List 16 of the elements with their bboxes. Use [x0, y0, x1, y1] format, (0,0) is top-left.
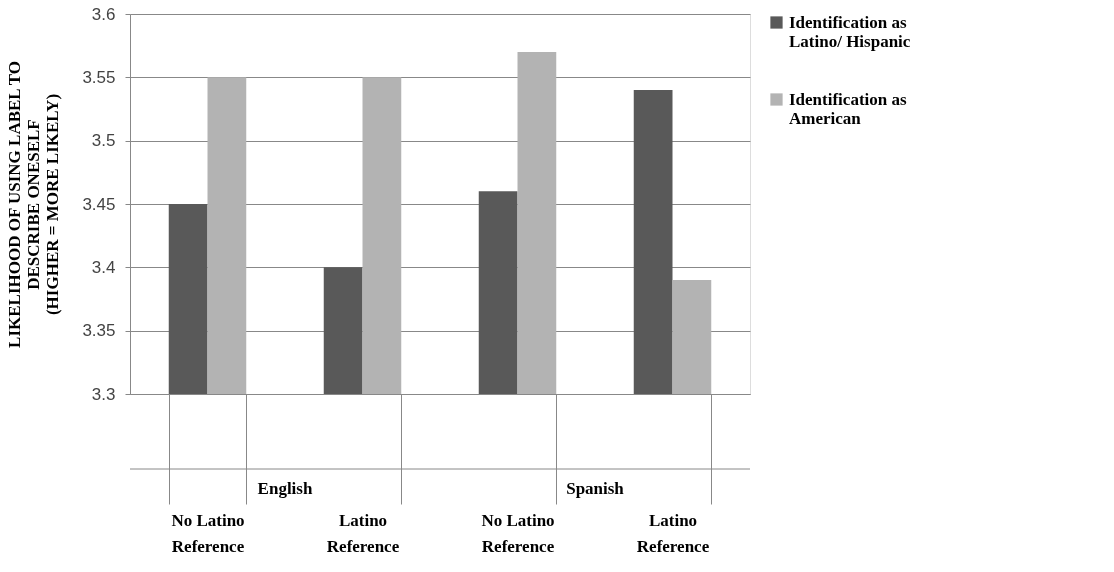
y-tick-label: 3.5 — [91, 131, 116, 151]
y-tick-label: 3.6 — [91, 4, 116, 24]
x-tick-label: No Latino Reference — [481, 510, 555, 556]
y-tick-label: 3.45 — [82, 194, 116, 214]
text: English — [257, 479, 313, 498]
y-tick-label: 3.3 — [91, 384, 116, 404]
text: Spanish — [566, 479, 625, 498]
legend-label: Identification as American — [789, 89, 907, 128]
x-tick-label: Latino Reference — [326, 510, 400, 556]
legend-label: Identification as Latino/ Hispanic — [789, 12, 911, 51]
y-tick-label: 3.55 — [82, 67, 116, 87]
x-tick-label: No Latino Reference — [171, 510, 245, 556]
y-axis-title: LIKELIHOOD OF USING LABEL TO DESCRIBE ONESELF (HIGHER = MORE LIKELY) — [5, 61, 63, 348]
y-tick-label: 3.4 — [91, 257, 116, 277]
x-tick-label: Latino Reference — [636, 510, 710, 556]
y-tick-label: 3.35 — [82, 321, 116, 341]
